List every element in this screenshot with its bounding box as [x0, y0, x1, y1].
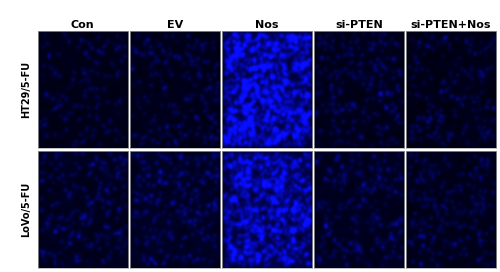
Text: si-PTEN: si-PTEN: [335, 20, 382, 30]
Text: EV: EV: [166, 20, 183, 30]
Text: Con: Con: [71, 20, 94, 30]
Text: Nos: Nos: [255, 20, 278, 30]
Text: si-PTEN+Nos: si-PTEN+Nos: [410, 20, 491, 30]
Text: LoVo/5-FU: LoVo/5-FU: [22, 182, 32, 237]
Text: HT29/5-FU: HT29/5-FU: [22, 61, 32, 118]
